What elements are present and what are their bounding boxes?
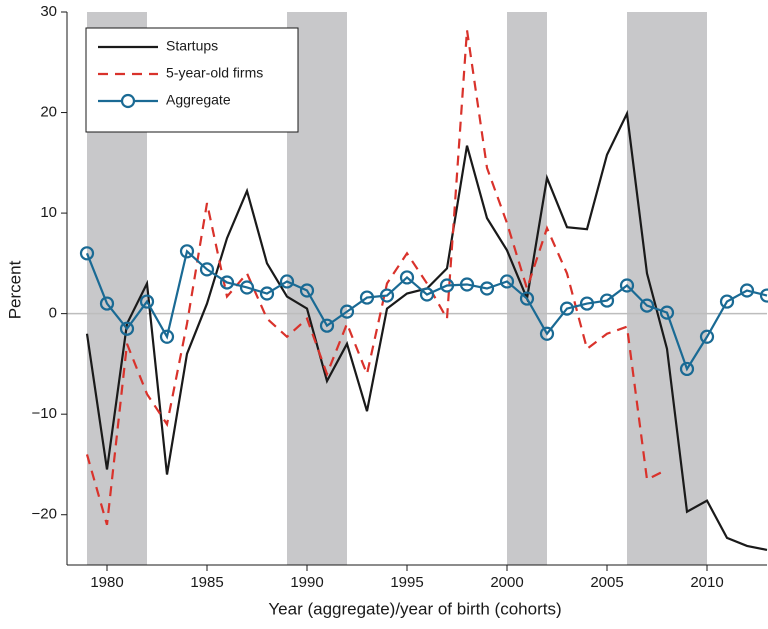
data-point xyxy=(399,270,415,285)
x-tick-label: 1985 xyxy=(190,574,223,591)
data-point xyxy=(659,305,675,320)
data-point xyxy=(459,277,475,292)
data-point xyxy=(679,361,695,377)
y-tick-label: −20 xyxy=(32,506,57,523)
data-point xyxy=(699,329,715,344)
data-point xyxy=(159,329,175,344)
legend: Startups 5-year-old firms Aggregate xyxy=(85,27,299,133)
y-tick-label: 30 xyxy=(40,3,57,20)
data-point xyxy=(719,294,735,309)
data-point xyxy=(219,275,235,290)
x-tick-label: 2005 xyxy=(590,574,623,591)
data-point xyxy=(579,296,595,311)
data-point xyxy=(259,286,275,301)
series-line xyxy=(85,29,668,526)
data-point xyxy=(179,244,195,259)
data-point xyxy=(439,278,455,293)
x-tick-label: 1990 xyxy=(290,574,323,591)
data-point xyxy=(99,296,115,311)
data-point xyxy=(379,288,395,303)
data-point xyxy=(239,280,255,295)
y-tick-label: 20 xyxy=(40,104,57,121)
x-tick-label: 2000 xyxy=(490,574,523,591)
data-point xyxy=(479,281,495,296)
legend-marker xyxy=(120,93,136,109)
data-point xyxy=(539,326,555,341)
legend-label: 5-year-old firms xyxy=(166,65,263,81)
legend-label: Aggregate xyxy=(166,92,231,108)
data-point xyxy=(419,287,435,302)
legend-box xyxy=(85,27,299,133)
data-point xyxy=(339,304,355,319)
x-tick-label: 1995 xyxy=(390,574,423,591)
data-point xyxy=(319,318,335,333)
data-point xyxy=(759,288,768,303)
shaded-period xyxy=(627,12,707,565)
data-point xyxy=(519,291,535,306)
y-tick-label: −10 xyxy=(32,405,57,422)
data-point xyxy=(79,246,95,261)
x-axis-title: Year (aggregate)/year of birth (cohorts) xyxy=(268,599,561,618)
legend-label: Startups xyxy=(166,38,218,54)
data-point xyxy=(119,321,135,336)
shaded-period xyxy=(507,12,547,565)
data-point xyxy=(599,293,615,308)
x-tick-label: 1980 xyxy=(90,574,123,591)
data-point xyxy=(639,298,655,313)
data-point xyxy=(139,294,155,309)
data-point xyxy=(299,283,315,298)
data-point xyxy=(199,262,215,277)
data-point xyxy=(279,274,295,289)
data-point xyxy=(359,290,375,305)
data-point xyxy=(619,278,635,293)
y-axis-title: Percent xyxy=(5,260,24,319)
data-point xyxy=(559,301,575,316)
x-tick-label: 2010 xyxy=(690,574,723,591)
data-point xyxy=(499,274,515,289)
y-tick-label: 10 xyxy=(40,204,57,221)
data-point xyxy=(739,283,755,298)
y-tick-label: 0 xyxy=(49,305,57,322)
